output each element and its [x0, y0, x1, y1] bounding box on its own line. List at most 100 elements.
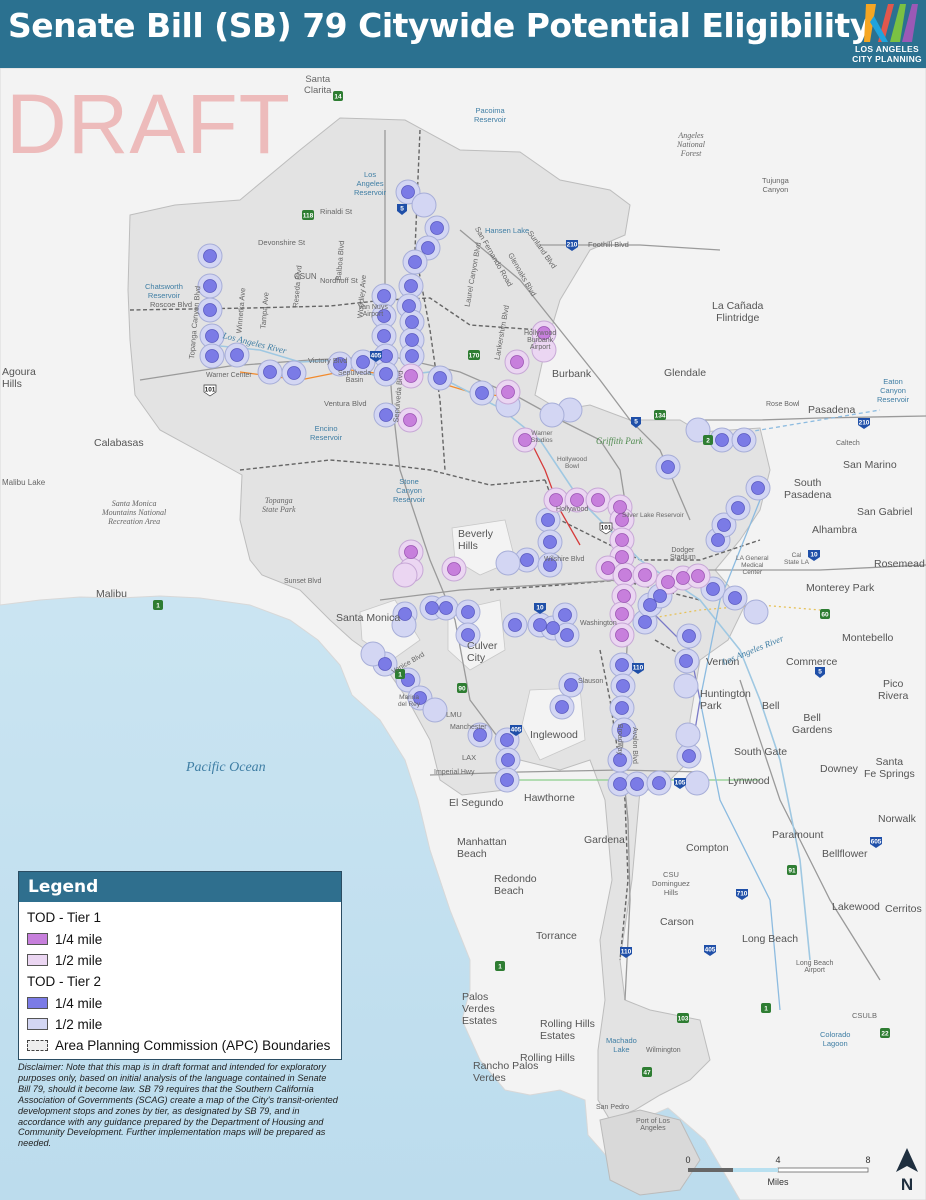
label-pacific-ocean: Pacific Ocean	[186, 760, 266, 775]
svg-text:110: 110	[621, 949, 632, 956]
label-south-pasadena: South Pasadena	[784, 477, 832, 501]
swatch-apc-boundary	[27, 1040, 48, 1051]
label-san-marino: San Marino	[843, 459, 897, 471]
legend-tier1-quarter: 1/4 mile	[27, 932, 102, 947]
label-long-beach-airport: Long Beach Airport	[796, 960, 834, 974]
label-machado-lake: Machado Lake	[606, 1036, 637, 1054]
label-warner-studios: Warner Studios	[531, 430, 553, 444]
label-montebello: Montebello	[842, 632, 894, 644]
svg-text:710: 710	[737, 891, 748, 898]
legend-tier1-half: 1/2 mile	[27, 953, 102, 968]
label-van-nuys-airport: Van Nuys Airport	[358, 304, 388, 318]
label-pasadena: Pasadena	[808, 404, 856, 416]
label-santa-monica: Santa Monica	[336, 612, 401, 624]
label-port-of-la: Port of Los Angeles	[636, 1118, 670, 1132]
label-santa-fe-springs: Santa Fe Springs	[864, 756, 915, 780]
label-griffith-park: Griffith Park	[596, 436, 643, 446]
legend-tier2-heading: TOD - Tier 2	[27, 974, 102, 989]
svg-text:170: 170	[469, 353, 480, 360]
label-manchester: Manchester	[450, 724, 487, 731]
svg-text:105: 105	[675, 780, 686, 787]
street-victory: Victory Blvd	[308, 356, 348, 365]
svg-text:1: 1	[156, 603, 160, 610]
svg-text:2: 2	[706, 438, 710, 445]
legend-tier2-half-label: 1/2 mile	[55, 1017, 103, 1032]
svg-text:210: 210	[859, 420, 870, 427]
scale-seg-mid	[733, 1168, 778, 1172]
svg-text:118: 118	[303, 213, 314, 220]
svg-text:5: 5	[634, 419, 638, 426]
label-burbank-airport: Hollywood Burbank Airport	[524, 330, 557, 351]
label-bell: Bell	[762, 700, 780, 712]
label-silver-lake: Silver Lake Reservoir	[622, 512, 684, 519]
label-agoura-hills: Agoura Hills	[2, 366, 36, 390]
svg-text:405: 405	[371, 353, 382, 360]
label-dodger-stadium: Dodger Stadium	[670, 547, 696, 561]
svg-text:1: 1	[498, 964, 502, 971]
legend-apc-label: Area Planning Commission (APC) Boundarie…	[55, 1038, 331, 1053]
north-arrow-icon: N	[896, 1148, 918, 1194]
highway-shields: 14 118 5 210 170 405 101 5 134 2 210 101…	[153, 91, 890, 1077]
page-title: Senate Bill (SB) 79 Citywide Potential E…	[8, 6, 871, 45]
svg-text:10: 10	[536, 605, 544, 612]
legend-panel: Legend TOD - Tier 1 1/4 mile 1/2 mile TO…	[18, 871, 342, 1060]
legend-tier1-half-label: 1/2 mile	[55, 953, 103, 968]
label-redondo-beach: Redondo Beach	[494, 873, 537, 897]
label-sepulveda-basin: Sepulveda Basin	[338, 370, 372, 384]
label-santa-monica-mountains: Santa Monica Mountains National Recreati…	[102, 499, 167, 526]
label-cal-state-la: Cal State LA	[784, 552, 809, 566]
label-pacoima-reservoir: Pacoima Reservoir	[474, 106, 507, 124]
street-wilshire: Wilshire Blvd	[544, 556, 585, 563]
la-river-line	[209, 344, 811, 961]
street-devonshire: Devonshire St	[258, 238, 306, 247]
label-downey: Downey	[820, 763, 858, 775]
logo-text-line2: CITY PLANNING	[852, 54, 922, 64]
label-colorado-lagoon: Colorado Lagoon	[820, 1030, 851, 1048]
svg-text:101: 101	[601, 525, 612, 532]
svg-text:90: 90	[458, 686, 466, 693]
label-hansen-lake: Hansen Lake	[485, 226, 530, 235]
label-monterey-park: Monterey Park	[806, 582, 875, 594]
street-imperial: Imperial Hwy	[434, 769, 475, 776]
label-hollywood: Hollywood	[556, 506, 589, 513]
label-glendale: Glendale	[664, 367, 707, 379]
label-malibu: Malibu	[96, 588, 127, 600]
street-avalon: Avalon Blvd	[630, 727, 638, 764]
label-bellflower: Bellflower	[822, 848, 868, 860]
label-marina-del-rey: Marina del Rey	[398, 694, 421, 708]
scale-seg-2	[777, 1167, 869, 1173]
label-long-beach: Long Beach	[742, 933, 799, 945]
svg-text:5: 5	[818, 669, 822, 676]
legend-title: Legend	[19, 872, 341, 902]
scale-tick-4: 4	[775, 1155, 780, 1165]
label-burbank: Burbank	[552, 368, 592, 380]
svg-text:605: 605	[871, 839, 882, 846]
label-caltech: Caltech	[836, 440, 860, 447]
legend-tier2-half: 1/2 mile	[27, 1017, 102, 1032]
label-pico-rivera: Pico Rivera	[878, 678, 909, 702]
scale-bar: 0 4 8 Miles	[685, 1155, 870, 1187]
svg-text:210: 210	[567, 242, 578, 249]
label-rancho-palos-verdes: Rancho Palos Verdes	[473, 1060, 539, 1084]
disclaimer-text: Disclaimer: Note that this map is in dra…	[18, 1062, 338, 1149]
label-bell-gardens: Bell Gardens	[792, 712, 833, 736]
label-inglewood: Inglewood	[530, 729, 578, 741]
logo-text-line1: LOS ANGELES	[855, 44, 919, 54]
label-san-gabriel: San Gabriel	[857, 506, 913, 518]
legend-tier1-quarter-label: 1/4 mile	[55, 932, 103, 947]
label-el-segundo: El Segundo	[449, 797, 504, 809]
street-sunset: Sunset Blvd	[284, 578, 322, 585]
label-topanga-state-park: Topanga State Park	[262, 496, 296, 514]
svg-text:405: 405	[511, 727, 522, 734]
svg-text:60: 60	[821, 612, 829, 619]
label-carson: Carson	[660, 916, 694, 928]
street-broadway: Broadway	[616, 723, 624, 756]
legend-tier2-quarter-label: 1/4 mile	[55, 996, 103, 1011]
label-manhattan-beach: Manhattan Beach	[457, 836, 507, 860]
label-torrance: Torrance	[536, 930, 577, 942]
label-wilmington: Wilmington	[646, 1047, 681, 1054]
svg-text:1: 1	[764, 1006, 768, 1013]
scale-tick-0: 0	[685, 1155, 690, 1165]
north-label: N	[901, 1175, 913, 1194]
swatch-tier1-quarter	[27, 933, 48, 945]
